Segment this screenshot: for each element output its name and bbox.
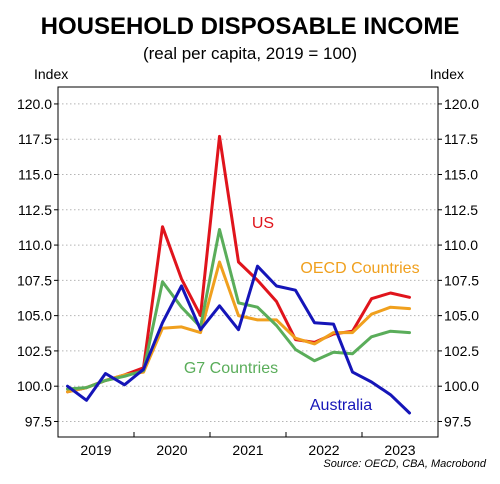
series-line-australia <box>66 264 411 415</box>
y-tick-label-right: 115.0 <box>444 167 478 183</box>
y-tick-label-right: 107.5 <box>444 272 479 288</box>
y-tick-label-left: 112.5 <box>18 202 52 218</box>
x-tick-label: 2019 <box>80 442 111 458</box>
right-y-axis: 97.5 100.0 102.5 105.0 107.5 110.0 112.5 115.0 1… <box>438 96 479 429</box>
y-tick-label-right: 120.0 <box>444 96 479 112</box>
y-tick-label-right: 102.5 <box>444 343 479 359</box>
x-tick-label: 2022 <box>308 442 339 458</box>
series-label-us: US <box>252 215 274 232</box>
y-tick-label-left: 107.5 <box>17 272 52 288</box>
y-tick-label-left: 105.0 <box>17 308 52 324</box>
chart-title: HOUSEHOLD DISPOSABLE INCOME <box>41 13 460 40</box>
y-tick-label-right: 110.0 <box>444 237 478 253</box>
series-label-oecd-countries: OECD Countries <box>300 260 419 277</box>
left-y-axis: 97.5 100.0 102.5 105.0 107.5 110.0 112.5 115.0 1… <box>17 96 58 429</box>
y-tick-label-left: 120.0 <box>17 96 52 112</box>
series-lines <box>66 134 411 415</box>
y-tick-label-left: 117.5 <box>18 131 52 147</box>
y-tick-label-left: 115.0 <box>18 167 52 183</box>
y-tick-label-right: 97.5 <box>444 413 471 429</box>
y-tick-label-right: 117.5 <box>444 131 478 147</box>
y-tick-label-left: 100.0 <box>17 378 52 394</box>
y-tick-label-left: 110.0 <box>18 237 52 253</box>
series-label-g7-countries: G7 Countries <box>184 360 278 377</box>
series-label-australia: Australia <box>310 397 372 414</box>
right-axis-unit: Index <box>430 66 464 82</box>
y-tick-label-right: 105.0 <box>444 308 479 324</box>
series-labels: US OECD Countries G7 Countries Australia <box>184 215 420 414</box>
chart-subtitle: (real per capita, 2019 = 100) <box>143 44 357 63</box>
y-tick-label-right: 112.5 <box>444 202 478 218</box>
x-tick-label: 2020 <box>156 442 187 458</box>
source-note: Source: OECD, CBA, Macrobond <box>323 458 487 470</box>
gridlines <box>58 103 438 422</box>
x-axis: 2019 2020 2021 2022 2023 <box>80 432 416 458</box>
x-tick-label: 2021 <box>232 442 263 458</box>
y-tick-label-left: 97.5 <box>25 413 52 429</box>
plot-frame <box>57 86 439 438</box>
series-line-g7-countries <box>66 228 411 391</box>
y-tick-label-right: 100.0 <box>444 378 479 394</box>
left-axis-unit: Index <box>34 66 68 82</box>
y-tick-label-left: 102.5 <box>17 343 52 359</box>
x-tick-label: 2023 <box>384 442 415 458</box>
